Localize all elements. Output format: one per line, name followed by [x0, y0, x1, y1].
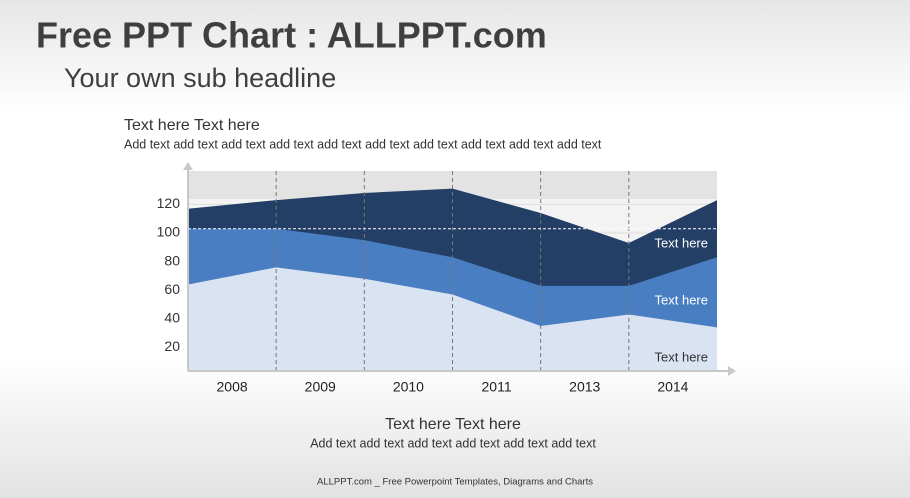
bottom-body: Add text add text add text add text add …	[310, 436, 596, 450]
x-arrow	[728, 366, 736, 376]
y-tick-label: 80	[164, 252, 180, 268]
y-tick-label: 60	[164, 281, 180, 297]
area-label: Text here	[655, 349, 708, 364]
footer: ALLPPT.com _ Free Powerpoint Templates, …	[317, 477, 593, 488]
area-label: Text here	[655, 292, 708, 307]
y-tick-label: 40	[164, 310, 180, 326]
y-tick-label: 20	[164, 338, 180, 354]
top-heading: Text here Text here	[124, 117, 260, 134]
area-label: Text here	[655, 235, 708, 250]
x-tick-label: 2014	[657, 379, 688, 395]
top-body: Add text add text add text add text add …	[124, 137, 602, 151]
y-arrow	[183, 162, 193, 170]
y-tick-label: 120	[157, 195, 181, 211]
title: Free PPT Chart : ALLPPT.com	[36, 15, 547, 56]
x-tick-label: 2008	[217, 379, 248, 395]
bottom-heading: Text here Text here	[385, 416, 521, 433]
x-tick-label: 2011	[482, 379, 512, 395]
x-tick-label: 2013	[569, 379, 600, 395]
x-tick-label: 2010	[393, 379, 424, 395]
y-tick-label: 100	[157, 224, 181, 240]
subtitle: Your own sub headline	[64, 63, 336, 93]
x-tick-label: 2009	[305, 379, 336, 395]
